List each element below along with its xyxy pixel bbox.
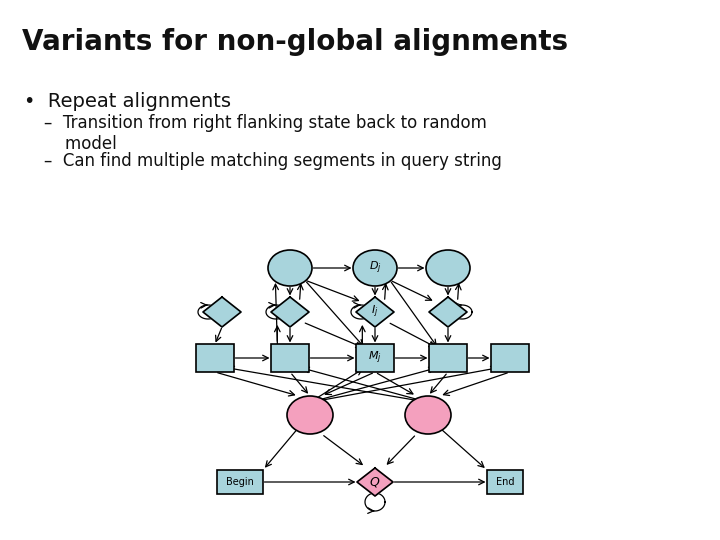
Text: $D_j$: $D_j$	[369, 260, 382, 276]
Text: $M_j$: $M_j$	[368, 350, 382, 366]
Text: –  Transition from right flanking state back to random
    model: – Transition from right flanking state b…	[44, 114, 487, 153]
Text: $Q$: $Q$	[369, 475, 381, 489]
Text: •  Repeat alignments: • Repeat alignments	[24, 92, 231, 111]
Ellipse shape	[353, 250, 397, 286]
Polygon shape	[356, 297, 394, 327]
Polygon shape	[429, 297, 467, 327]
Bar	[217, 470, 263, 494]
Ellipse shape	[287, 396, 333, 434]
Text: Begin: Begin	[226, 477, 254, 487]
Text: –  Can find multiple matching segments in query string: – Can find multiple matching segments in…	[44, 152, 502, 170]
Bar	[196, 344, 234, 372]
Ellipse shape	[268, 250, 312, 286]
Ellipse shape	[405, 396, 451, 434]
Polygon shape	[357, 468, 393, 496]
Text: $I_j$: $I_j$	[372, 304, 379, 320]
Text: Variants for non-global alignments: Variants for non-global alignments	[22, 28, 568, 56]
Polygon shape	[203, 297, 241, 327]
Ellipse shape	[426, 250, 470, 286]
Polygon shape	[271, 297, 309, 327]
Bar	[487, 470, 523, 494]
Text: End: End	[496, 477, 514, 487]
Bar	[271, 344, 309, 372]
Bar	[491, 344, 529, 372]
Bar	[356, 344, 394, 372]
Bar	[429, 344, 467, 372]
